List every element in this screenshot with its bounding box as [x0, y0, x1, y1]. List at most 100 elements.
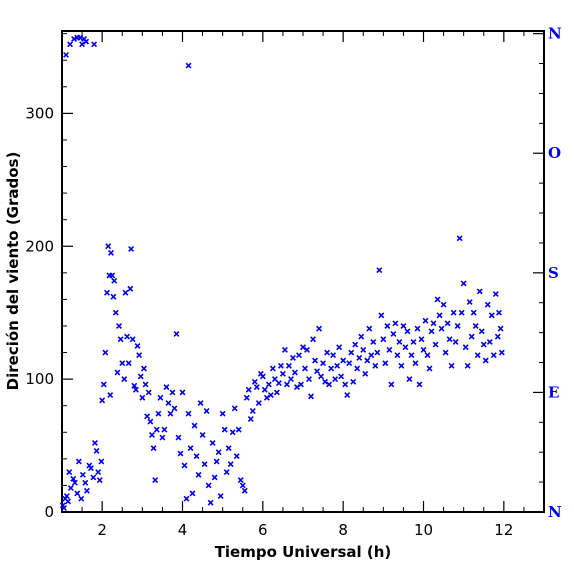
data-point	[296, 352, 302, 359]
compass-label: N	[548, 503, 562, 521]
data-point	[83, 38, 90, 45]
data-point	[287, 376, 294, 383]
data-point	[486, 338, 493, 345]
y-tick-label: 300	[25, 104, 54, 122]
data-point	[497, 325, 504, 332]
data-point	[219, 410, 226, 417]
data-point	[368, 352, 375, 359]
data-point	[326, 381, 333, 388]
data-point	[159, 434, 166, 441]
data-point	[298, 381, 304, 388]
data-point	[116, 323, 123, 329]
data-point	[213, 458, 220, 465]
data-point	[283, 381, 290, 388]
data-point	[259, 373, 266, 380]
data-point	[109, 272, 116, 279]
data-point	[472, 323, 479, 329]
data-point	[294, 384, 300, 391]
data-point	[75, 458, 82, 465]
data-point	[145, 389, 152, 396]
data-point	[492, 291, 499, 298]
data-point	[404, 328, 411, 335]
data-point	[338, 373, 345, 380]
data-point	[279, 370, 286, 377]
data-point	[110, 293, 117, 300]
data-point	[128, 245, 135, 252]
data-point	[117, 336, 124, 343]
data-point	[245, 386, 252, 393]
data-point	[173, 330, 180, 337]
x-tick-label: 2	[97, 521, 107, 539]
data-point	[494, 333, 501, 340]
data-point	[430, 320, 437, 327]
data-point	[484, 301, 491, 308]
data-point	[227, 461, 234, 468]
data-point	[318, 373, 325, 380]
data-point	[237, 477, 244, 484]
data-point	[96, 477, 103, 484]
compass-label: N	[548, 25, 562, 43]
data-point	[79, 471, 86, 478]
data-point	[434, 296, 441, 303]
data-point	[438, 325, 445, 332]
data-point	[378, 312, 385, 319]
data-point	[380, 336, 387, 343]
data-point	[490, 352, 497, 359]
data-point	[440, 301, 447, 308]
data-point	[340, 357, 347, 364]
data-point	[61, 505, 67, 511]
data-point	[346, 360, 353, 367]
data-point	[231, 405, 238, 412]
data-point	[267, 392, 274, 399]
data-point	[273, 389, 280, 396]
data-point	[157, 394, 164, 401]
data-point	[209, 439, 216, 446]
data-point	[152, 477, 159, 484]
data-point	[203, 408, 210, 414]
data-point	[183, 495, 190, 502]
y-tick-labels: 0 100 200 300	[25, 104, 54, 521]
data-point	[448, 362, 455, 369]
data-point	[239, 482, 246, 489]
data-point	[426, 365, 433, 372]
data-point	[478, 328, 485, 335]
data-point	[488, 312, 495, 319]
data-point	[223, 469, 230, 476]
data-point	[161, 426, 168, 433]
data-point	[107, 392, 114, 399]
data-point	[93, 447, 100, 454]
data-point	[400, 323, 407, 329]
data-point	[444, 320, 451, 327]
data-point	[402, 344, 409, 351]
data-point	[406, 376, 413, 383]
data-point	[249, 408, 256, 414]
data-point	[364, 357, 371, 364]
data-point	[132, 386, 139, 393]
data-point	[350, 378, 357, 385]
data-point	[376, 267, 383, 274]
data-point	[217, 493, 224, 500]
data-point	[316, 325, 323, 332]
data-point	[193, 453, 200, 460]
data-point	[308, 393, 314, 400]
data-point	[289, 354, 296, 361]
data-point	[67, 485, 74, 492]
data-point	[498, 349, 505, 356]
data-point	[185, 62, 192, 69]
data-point	[114, 369, 121, 376]
data-point	[201, 461, 208, 468]
x-tick-label: 12	[494, 521, 513, 539]
data-point	[370, 338, 377, 345]
data-point	[466, 299, 473, 306]
data-point	[424, 352, 431, 359]
data-point	[412, 360, 419, 367]
plot-frame	[61, 30, 545, 513]
x-tick-label: 6	[258, 521, 268, 539]
data-point	[243, 394, 250, 401]
data-point	[82, 479, 89, 486]
data-point	[450, 309, 457, 316]
data-point	[181, 462, 188, 469]
data-point	[408, 352, 415, 359]
y-tick-label: 200	[25, 237, 54, 255]
data-point	[442, 349, 449, 356]
